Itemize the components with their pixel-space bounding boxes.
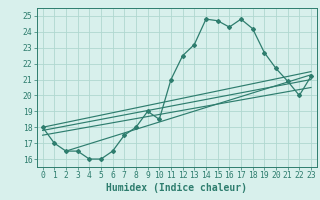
- X-axis label: Humidex (Indice chaleur): Humidex (Indice chaleur): [106, 183, 247, 193]
